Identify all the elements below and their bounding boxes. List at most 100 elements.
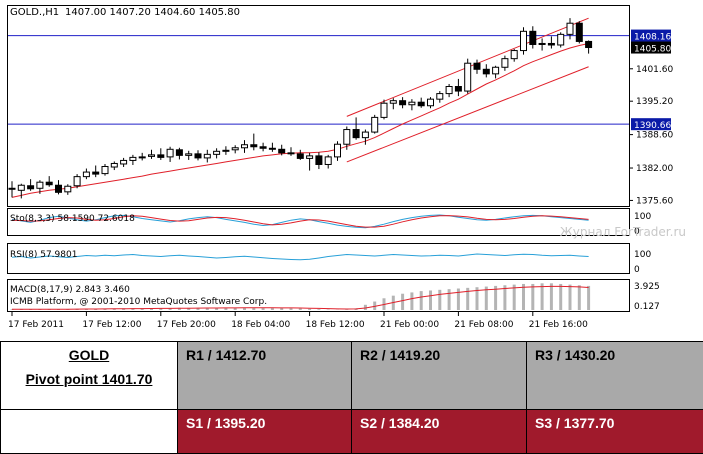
rsi-label: RSI(8) 57.9801 (10, 250, 77, 260)
candle-bear (92, 171, 100, 175)
candle-bull (101, 166, 109, 175)
pivot-point-value: Pivot point 1401.70 (25, 371, 153, 387)
candle-bull (64, 185, 72, 193)
candle-bull (520, 30, 527, 52)
candle-bull (538, 42, 546, 45)
r3-label: R3 / 1430.20 (535, 347, 616, 363)
candle-bear (175, 149, 183, 156)
support-s3-cell: S3 / 1377.70 (526, 409, 703, 454)
candle-bear (250, 144, 258, 148)
candle-bear (585, 40, 593, 49)
candle-bull (510, 50, 518, 60)
candle-bear (547, 42, 555, 46)
support-s1-cell: S1 / 1395.20 (177, 409, 352, 454)
candle-bear (55, 184, 62, 193)
main-panel-frame (7, 5, 630, 207)
level-price-label: 1408.16 (634, 33, 671, 43)
macd-signal-line (12, 285, 589, 310)
level-price-label: 1390.66 (634, 121, 671, 131)
candle-bear (352, 129, 360, 139)
candle-bear (575, 22, 583, 42)
candle-bear (194, 153, 202, 159)
candle-bear (399, 100, 407, 106)
candle-bull (380, 102, 388, 118)
candle-bull (213, 150, 221, 155)
rsi-panel-frame (7, 243, 630, 274)
x-tick-label: 17 Feb 12:00 (82, 320, 141, 330)
x-tick-label: 21 Feb 16:00 (529, 320, 588, 330)
candle-bull (120, 159, 128, 165)
pivot-summary-cell: GOLD Pivot point 1401.70 (0, 341, 178, 410)
candle-bull (306, 155, 314, 159)
y-tick-label: 1375.60 (636, 196, 673, 206)
candle-bull (389, 100, 397, 104)
candle-bear (473, 62, 481, 70)
candle-bear (157, 154, 165, 158)
copyright-footer: ICMB Platform, @ 2001-2010 MetaQuotes So… (10, 297, 267, 307)
stoch-d-line (11, 215, 589, 228)
watermark: Журнал ForTrader.ru (560, 225, 686, 239)
candle-bull (110, 162, 118, 168)
current-price-tag (631, 41, 671, 54)
candle-bear (315, 155, 323, 165)
candle-bull (427, 98, 434, 107)
pivot-symbol: GOLD (68, 347, 110, 363)
candle-bear (259, 146, 267, 149)
resistance-r3-cell: R3 / 1430.20 (526, 341, 703, 410)
candle-bull (82, 171, 90, 178)
current-price-label: 1405.80 (634, 45, 671, 55)
s2-label: S2 / 1384.20 (360, 415, 440, 431)
support-s2-cell: S2 / 1384.20 (351, 409, 527, 454)
empty-cell (0, 409, 178, 454)
candle-bull (17, 184, 25, 191)
x-tick-label: 21 Feb 08:00 (454, 320, 513, 330)
x-tick-label: 17 Feb 20:00 (157, 320, 216, 330)
stoch-label: Sto(8,3,3) 58.1590 72.6018 (10, 214, 135, 224)
candle-bull (203, 153, 211, 159)
candle-bull (324, 156, 332, 165)
candle-bull (222, 149, 230, 152)
candle-bear (296, 153, 304, 159)
candle-bull (185, 153, 193, 156)
candle-bull (557, 33, 565, 46)
candle-bear (417, 101, 425, 107)
candle-bull (138, 156, 146, 159)
channel-lower-line (346, 66, 589, 163)
candle-bear (482, 68, 490, 75)
candle-bear (27, 185, 35, 190)
resistance-r2-cell: R2 / 1419.20 (351, 341, 527, 410)
x-tick-label: 21 Feb 00:00 (380, 320, 439, 330)
x-tick-label: 18 Feb 04:00 (231, 320, 290, 330)
level-price-tag (631, 118, 671, 131)
macd-tick-label: 0.127 (634, 302, 660, 312)
candle-bull (371, 116, 379, 133)
candle-bull (501, 58, 509, 68)
candle-bear (454, 86, 462, 92)
stoch-panel-frame (7, 208, 630, 236)
candle-bull (241, 144, 248, 149)
rsi-tick-label: 0 (634, 265, 640, 275)
candle-bull (73, 176, 81, 187)
macd-tick-label: 3.925 (634, 282, 660, 292)
candle-bear (268, 147, 276, 150)
symbol-header: GOLD.,H1 (10, 7, 59, 18)
stoch-tick-label: 0 (634, 227, 640, 237)
candle-bear (529, 30, 537, 45)
y-tick-label: 1388.60 (636, 131, 673, 141)
candle-bull (148, 154, 155, 157)
candle-bull (129, 156, 137, 161)
candle-bull (408, 101, 416, 106)
x-tick-label: 18 Feb 12:00 (306, 320, 365, 330)
candle-bull (36, 181, 44, 189)
candle-bull (166, 148, 174, 158)
resistance-r1-cell: R1 / 1412.70 (177, 341, 352, 410)
candle-bull (231, 147, 239, 151)
candle-bear (287, 152, 295, 155)
level-price-tag (631, 29, 671, 42)
s3-label: S3 / 1377.70 (535, 415, 615, 431)
candle-bear (45, 181, 53, 186)
candle-bull (492, 66, 500, 75)
y-tick-label: 1395.20 (636, 97, 673, 107)
candle-bull (361, 131, 369, 139)
x-tick-label: 17 Feb 2011 (8, 320, 64, 330)
